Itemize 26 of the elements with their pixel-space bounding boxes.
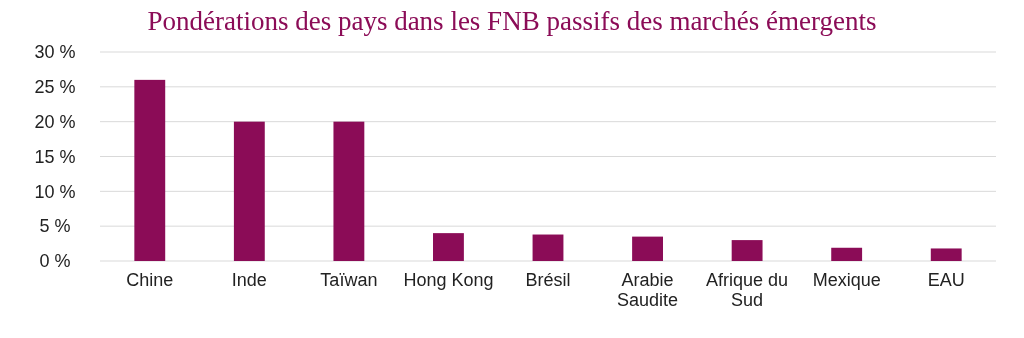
bar bbox=[233, 121, 265, 261]
x-tick-label: Afrique du Sud bbox=[706, 269, 789, 311]
x-tick-label: Brésil bbox=[525, 269, 571, 290]
y-tick-label: 20 % bbox=[34, 111, 76, 132]
bar bbox=[731, 240, 763, 261]
y-tick-label: 30 % bbox=[34, 42, 76, 63]
x-tick-label: Arabie Saudite bbox=[617, 269, 679, 311]
x-tick-label: Inde bbox=[231, 269, 267, 290]
bar bbox=[532, 234, 564, 261]
bar bbox=[134, 79, 166, 261]
y-tick-label: 15 % bbox=[34, 146, 76, 167]
x-tick-label: Hong Kong bbox=[403, 269, 494, 290]
x-tick-label: Mexique bbox=[812, 269, 881, 290]
y-tick-label: 10 % bbox=[34, 181, 76, 202]
x-tick-label: Chine bbox=[126, 269, 174, 290]
bar bbox=[930, 248, 962, 261]
bar bbox=[831, 247, 863, 261]
chart-title: Pondérations des pays dans les FNB passifs des marchés émergents bbox=[147, 6, 877, 36]
y-tick-label: 0 % bbox=[39, 251, 71, 272]
x-tick-label: Taïwan bbox=[320, 269, 378, 290]
bar bbox=[632, 236, 663, 261]
x-tick-label: EAU bbox=[927, 269, 965, 290]
y-tick-label: 5 % bbox=[39, 216, 71, 237]
y-tick-label: 25 % bbox=[34, 77, 76, 98]
bar bbox=[333, 121, 365, 261]
bar bbox=[433, 233, 464, 261]
